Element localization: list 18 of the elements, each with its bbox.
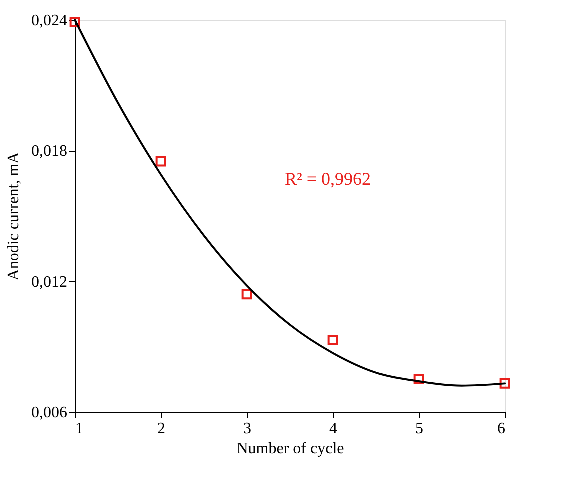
- x-tick-label: 4: [330, 420, 338, 438]
- annotation: R² = 0,9962: [285, 169, 372, 189]
- point: [328, 334, 338, 346]
- y-tick-label: 0,006: [32, 404, 68, 422]
- x-tick-label: 5: [416, 420, 424, 438]
- point: [500, 378, 510, 389]
- x-tick-label: 2: [158, 420, 166, 438]
- y-tick-label: 0,018: [32, 143, 68, 160]
- point: [156, 156, 166, 167]
- y-axis-title: Anodic current, mA: [6, 152, 22, 281]
- y-tick-label: 0,024: [32, 12, 68, 30]
- point: [242, 289, 252, 300]
- point: [414, 374, 424, 385]
- y-tick-label: 0,012: [32, 274, 68, 291]
- x-tick-label: 3: [244, 420, 252, 438]
- x-axis-title: Number of cycle: [236, 440, 344, 458]
- x-tick-label: 6: [498, 420, 506, 438]
- x-tick-label: 1: [76, 420, 84, 438]
